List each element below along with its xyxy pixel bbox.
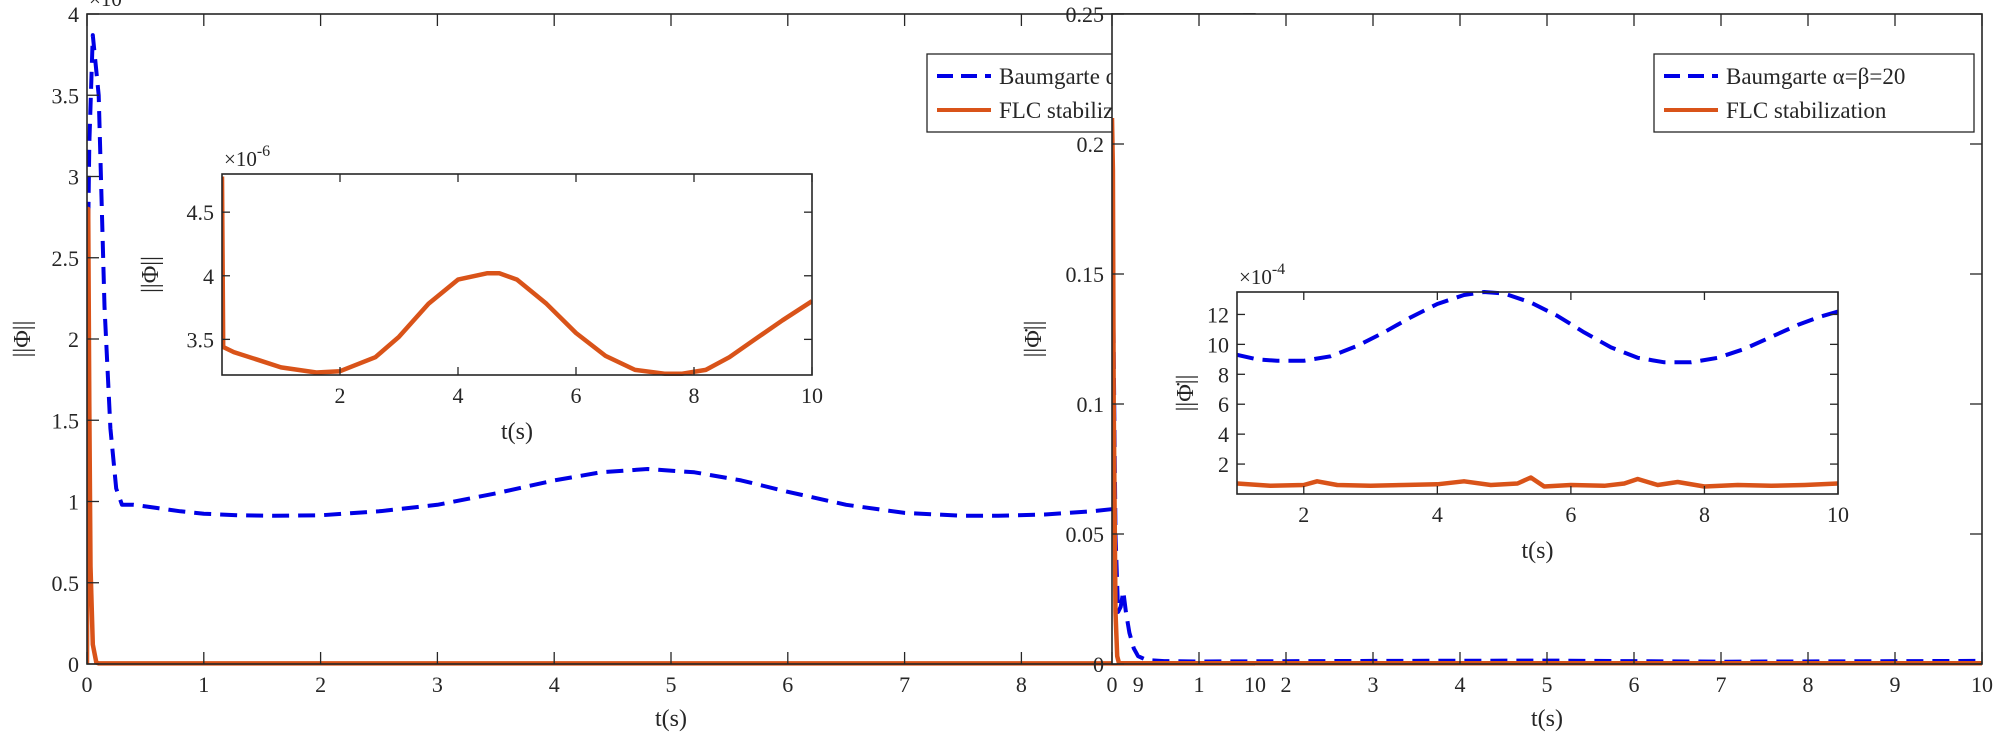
left-main-x-tick-label: 10: [1244, 672, 1266, 697]
right-inset-series-group: [1237, 290, 1838, 489]
right-inset-axes-box: [1236, 291, 1839, 495]
right-main-legend-label-flc: FLC stabilization: [1726, 98, 1887, 123]
left-inset-panel: 2 4 6 8 103.544.5t(s)||Φ||×10-6: [138, 143, 823, 445]
right-inset-x-tick-label: 8: [1699, 502, 1710, 527]
right-main-y-tick-label: 0.25: [1066, 2, 1105, 27]
right-main-x-axis-label: t(s): [1531, 706, 1563, 732]
right-main-x-tick-label: 2: [1281, 672, 1292, 697]
right-main-legend-label-baumgarte: Baumgarte α=β=20: [1726, 64, 1905, 89]
right-main-x-tick-label: 3: [1368, 672, 1379, 697]
right-inset-y-tick-label: 2: [1218, 452, 1229, 477]
right-inset-y-tick-label: 10: [1207, 332, 1229, 357]
right-main-x-tick-label: 10: [1971, 672, 1993, 697]
right-main-y-tick-label: 0.05: [1066, 522, 1105, 547]
right-inset-series-baumgarte-line: [1237, 290, 1838, 365]
right-inset-y-tick-label: 4: [1218, 422, 1229, 447]
left-inset-y-tick-label: 3.5: [187, 327, 215, 352]
right-main-x-tick-label: 6: [1629, 672, 1640, 697]
right-main-x-tick-label: 1: [1194, 672, 1205, 697]
right-inset-y-exponent: -4: [1272, 261, 1285, 278]
left-main-x-tick-label: 5: [666, 672, 677, 697]
right-main-legend: Baumgarte α=β=20 FLC stabilization: [1653, 53, 1975, 133]
left-inset-plot-area: [222, 174, 812, 375]
left-inset-x-tick-label: 4: [453, 383, 464, 408]
right-main-x-tick-label: 7: [1716, 672, 1727, 697]
right-main-y-tick-label: 0.15: [1066, 262, 1105, 287]
right-inset-series-flc-line: [1237, 475, 1838, 489]
right-inset-y-axis-label: ||Φ̇||: [1173, 375, 1199, 412]
left-inset-y-exponent: -6: [257, 143, 270, 160]
left-main-y-tick-label: 2: [68, 327, 79, 352]
right-main-y-tick-label: 0: [1093, 652, 1104, 677]
left-main-x-tick-label: 1: [198, 672, 209, 697]
left-main-x-tick-label: 4: [549, 672, 560, 697]
right-main-x-tick-label: 0: [1107, 672, 1118, 697]
left-main-series-baumgarte-line: [87, 33, 1255, 518]
right-inset-x-tick-label: 4: [1432, 502, 1443, 527]
right-inset-y-tick-label: 12: [1207, 302, 1229, 327]
left-main-y-multiplier: ×10-3: [89, 0, 135, 11]
left-main-y-tick-label: 3: [68, 165, 79, 190]
left-main-x-tick-label: 0: [82, 672, 93, 697]
left-main-x-tick-label: 9: [1133, 672, 1144, 697]
left-inset-axes-box: [221, 173, 813, 376]
left-main-y-tick-label: 1: [68, 490, 79, 515]
left-main-x-tick-label: 2: [315, 672, 326, 697]
left-inset-x-tick-label: 6: [571, 383, 582, 408]
right-main-x-tick-label: 4: [1455, 672, 1466, 697]
right-main-y-tick-label: 0.2: [1077, 132, 1105, 157]
right-main-x-tick-label: 8: [1803, 672, 1814, 697]
right-main-y-axis-label: ||Φ̇||: [1021, 321, 1047, 358]
left-inset-x-tick-label: 10: [801, 383, 823, 408]
left-inset-x-axis-label: t(s): [501, 419, 533, 445]
right-inset-x-tick-label: 6: [1565, 502, 1576, 527]
right-main-legend-box: [1653, 53, 1975, 133]
left-main-x-tick-label: 6: [782, 672, 793, 697]
left-main-x-tick-label: 3: [432, 672, 443, 697]
right-inset-x-tick-label: 2: [1298, 502, 1309, 527]
left-inset-y-axis-label: ||Φ||: [138, 256, 164, 293]
left-main-y-axis-label: ||Φ||: [10, 321, 36, 358]
left-main-x-axis-label: t(s): [655, 706, 687, 732]
right-main-x-tick-label: 5: [1542, 672, 1553, 697]
right-inset-plot-area: [1237, 292, 1838, 494]
left-main-y-tick-label: 0.5: [52, 571, 80, 596]
right-inset-y-tick-label: 8: [1218, 362, 1229, 387]
right-inset-y-multiplier: ×10-4: [1239, 261, 1285, 289]
left-inset-x-tick-label: 8: [689, 383, 700, 408]
right-inset-x-tick-label: 10: [1827, 502, 1849, 527]
left-inset-y-tick-label: 4: [203, 264, 214, 289]
left-main-y-tick-label: 0: [68, 652, 79, 677]
left-inset-series-flc-line: [222, 176, 812, 376]
left-inset-y-tick-label: 4.5: [187, 200, 215, 225]
left-main-y-tick-label: 2.5: [52, 246, 80, 271]
right-inset-x-axis-label: t(s): [1522, 538, 1554, 564]
left-inset-series-group: [222, 176, 812, 376]
right-main-y-tick-label: 0.1: [1077, 392, 1105, 417]
right-inset-panel: 2 4 6 8 10 2 4 6 8 10 12 t(s) ||Φ̇|| ×10-4: [1173, 261, 1849, 564]
left-inset-x-tick-label: 2: [335, 383, 346, 408]
right-main-x-tick-label: 9: [1890, 672, 1901, 697]
left-main-x-tick-label: 8: [1016, 672, 1027, 697]
left-main-x-tick-label: 7: [899, 672, 910, 697]
left-main-y-tick-label: 1.5: [52, 408, 80, 433]
left-main-y-tick-label: 4: [68, 2, 79, 27]
left-main-y-tick-label: 3.5: [52, 83, 80, 108]
right-inset-y-tick-label: 6: [1218, 392, 1229, 417]
